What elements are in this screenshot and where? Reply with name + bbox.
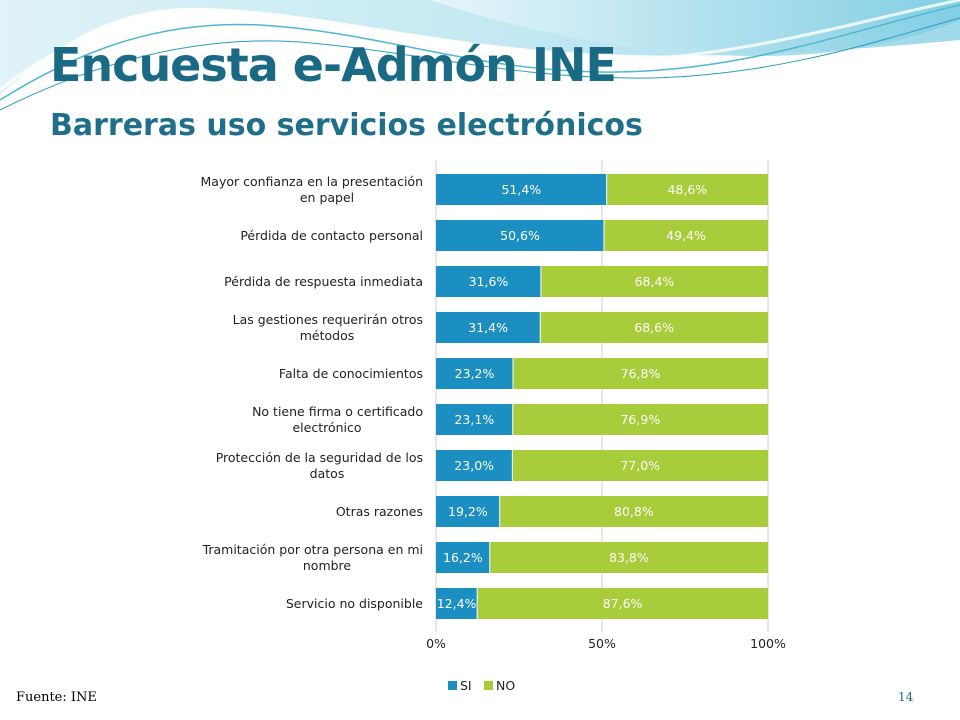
category-label: Mayor confianza en la presentación en pap… <box>201 174 423 205</box>
bar-data-label: 68,4% <box>635 274 675 289</box>
page-number: 14 <box>898 690 914 704</box>
category-label: Las gestiones requerirán otros métodos <box>233 312 423 343</box>
bar-si <box>436 220 604 251</box>
bar-no <box>540 312 768 343</box>
chart-category-labels: Mayor confianza en la presentación en pap… <box>201 174 424 611</box>
bar-data-label: 31,6% <box>469 274 509 289</box>
bar-data-label: 80,8% <box>614 504 654 519</box>
category-label: Pérdida de contacto personal <box>240 228 423 243</box>
category-label: No tiene firma o certificado electrónico <box>252 404 423 435</box>
category-label: Otras razones <box>336 504 423 519</box>
bar-data-label: 19,2% <box>448 504 488 519</box>
bar-si <box>436 450 513 481</box>
bar-data-label: 23,2% <box>455 366 495 381</box>
category-label: Tramitación por otra persona en mi nombre <box>202 542 423 573</box>
decorative-waves <box>0 0 960 111</box>
bar-si <box>436 174 607 205</box>
bar-data-label: 76,9% <box>620 412 660 427</box>
bar-data-label: 68,6% <box>634 320 674 335</box>
legend-swatch-no <box>484 681 493 690</box>
bar-si <box>436 542 490 573</box>
category-label: Pérdida de respuesta inmediata <box>224 274 423 289</box>
legend-swatch-si <box>448 681 457 690</box>
bar-data-label: 12,4% <box>437 596 477 611</box>
bar-no <box>540 266 768 297</box>
bar-no <box>512 404 768 435</box>
bar-data-label: 31,4% <box>468 320 508 335</box>
bar-si <box>436 496 500 527</box>
category-label: Falta de conocimientos <box>279 366 423 381</box>
bar-no <box>513 358 768 389</box>
bar-data-label: 23,1% <box>454 412 494 427</box>
bar-data-label: 83,8% <box>609 550 649 565</box>
page-subtitle: Barreras uso servicios electrónicos <box>50 108 643 143</box>
bar-si <box>436 588 478 619</box>
bar-no <box>603 220 768 251</box>
x-tick-label: 50% <box>588 636 616 651</box>
bar-data-label: 23,0% <box>454 458 494 473</box>
source-note: Fuente: INE <box>16 690 97 705</box>
bar-data-label: 77,0% <box>620 458 660 473</box>
bar-si <box>436 266 541 297</box>
bar-data-label: 48,6% <box>667 182 707 197</box>
bar-no <box>606 174 768 205</box>
bar-data-label: 49,4% <box>666 228 706 243</box>
category-label: Servicio no disponible <box>286 596 423 611</box>
x-tick-label: 0% <box>426 636 446 651</box>
chart-bars: 51,4% 48,6% 50,6% 49,4% 31,6% 68,4% 31,4% 68,6%… <box>436 174 768 619</box>
bar-si <box>436 312 541 343</box>
legend-label-no: NO <box>496 678 515 693</box>
category-label: Protección de la seguridad de los datos <box>216 450 423 481</box>
bar-si <box>436 358 514 389</box>
chart-legend: SI NO <box>448 678 515 693</box>
bar-si <box>436 404 513 435</box>
bar-no <box>499 496 768 527</box>
bar-no <box>477 588 768 619</box>
bar-data-label: 16,2% <box>443 550 483 565</box>
page-title: Encuesta e-Admón INE <box>50 38 617 92</box>
bar-no <box>512 450 768 481</box>
bar-no <box>489 542 768 573</box>
bar-data-label: 87,6% <box>603 596 643 611</box>
x-tick-label: 100% <box>750 636 786 651</box>
bar-data-label: 51,4% <box>501 182 541 197</box>
legend-label-si: SI <box>460 678 472 693</box>
chart-x-ticks: 0% 50% 100% <box>426 636 786 651</box>
bar-data-label: 50,6% <box>500 228 540 243</box>
bar-data-label: 76,8% <box>621 366 661 381</box>
